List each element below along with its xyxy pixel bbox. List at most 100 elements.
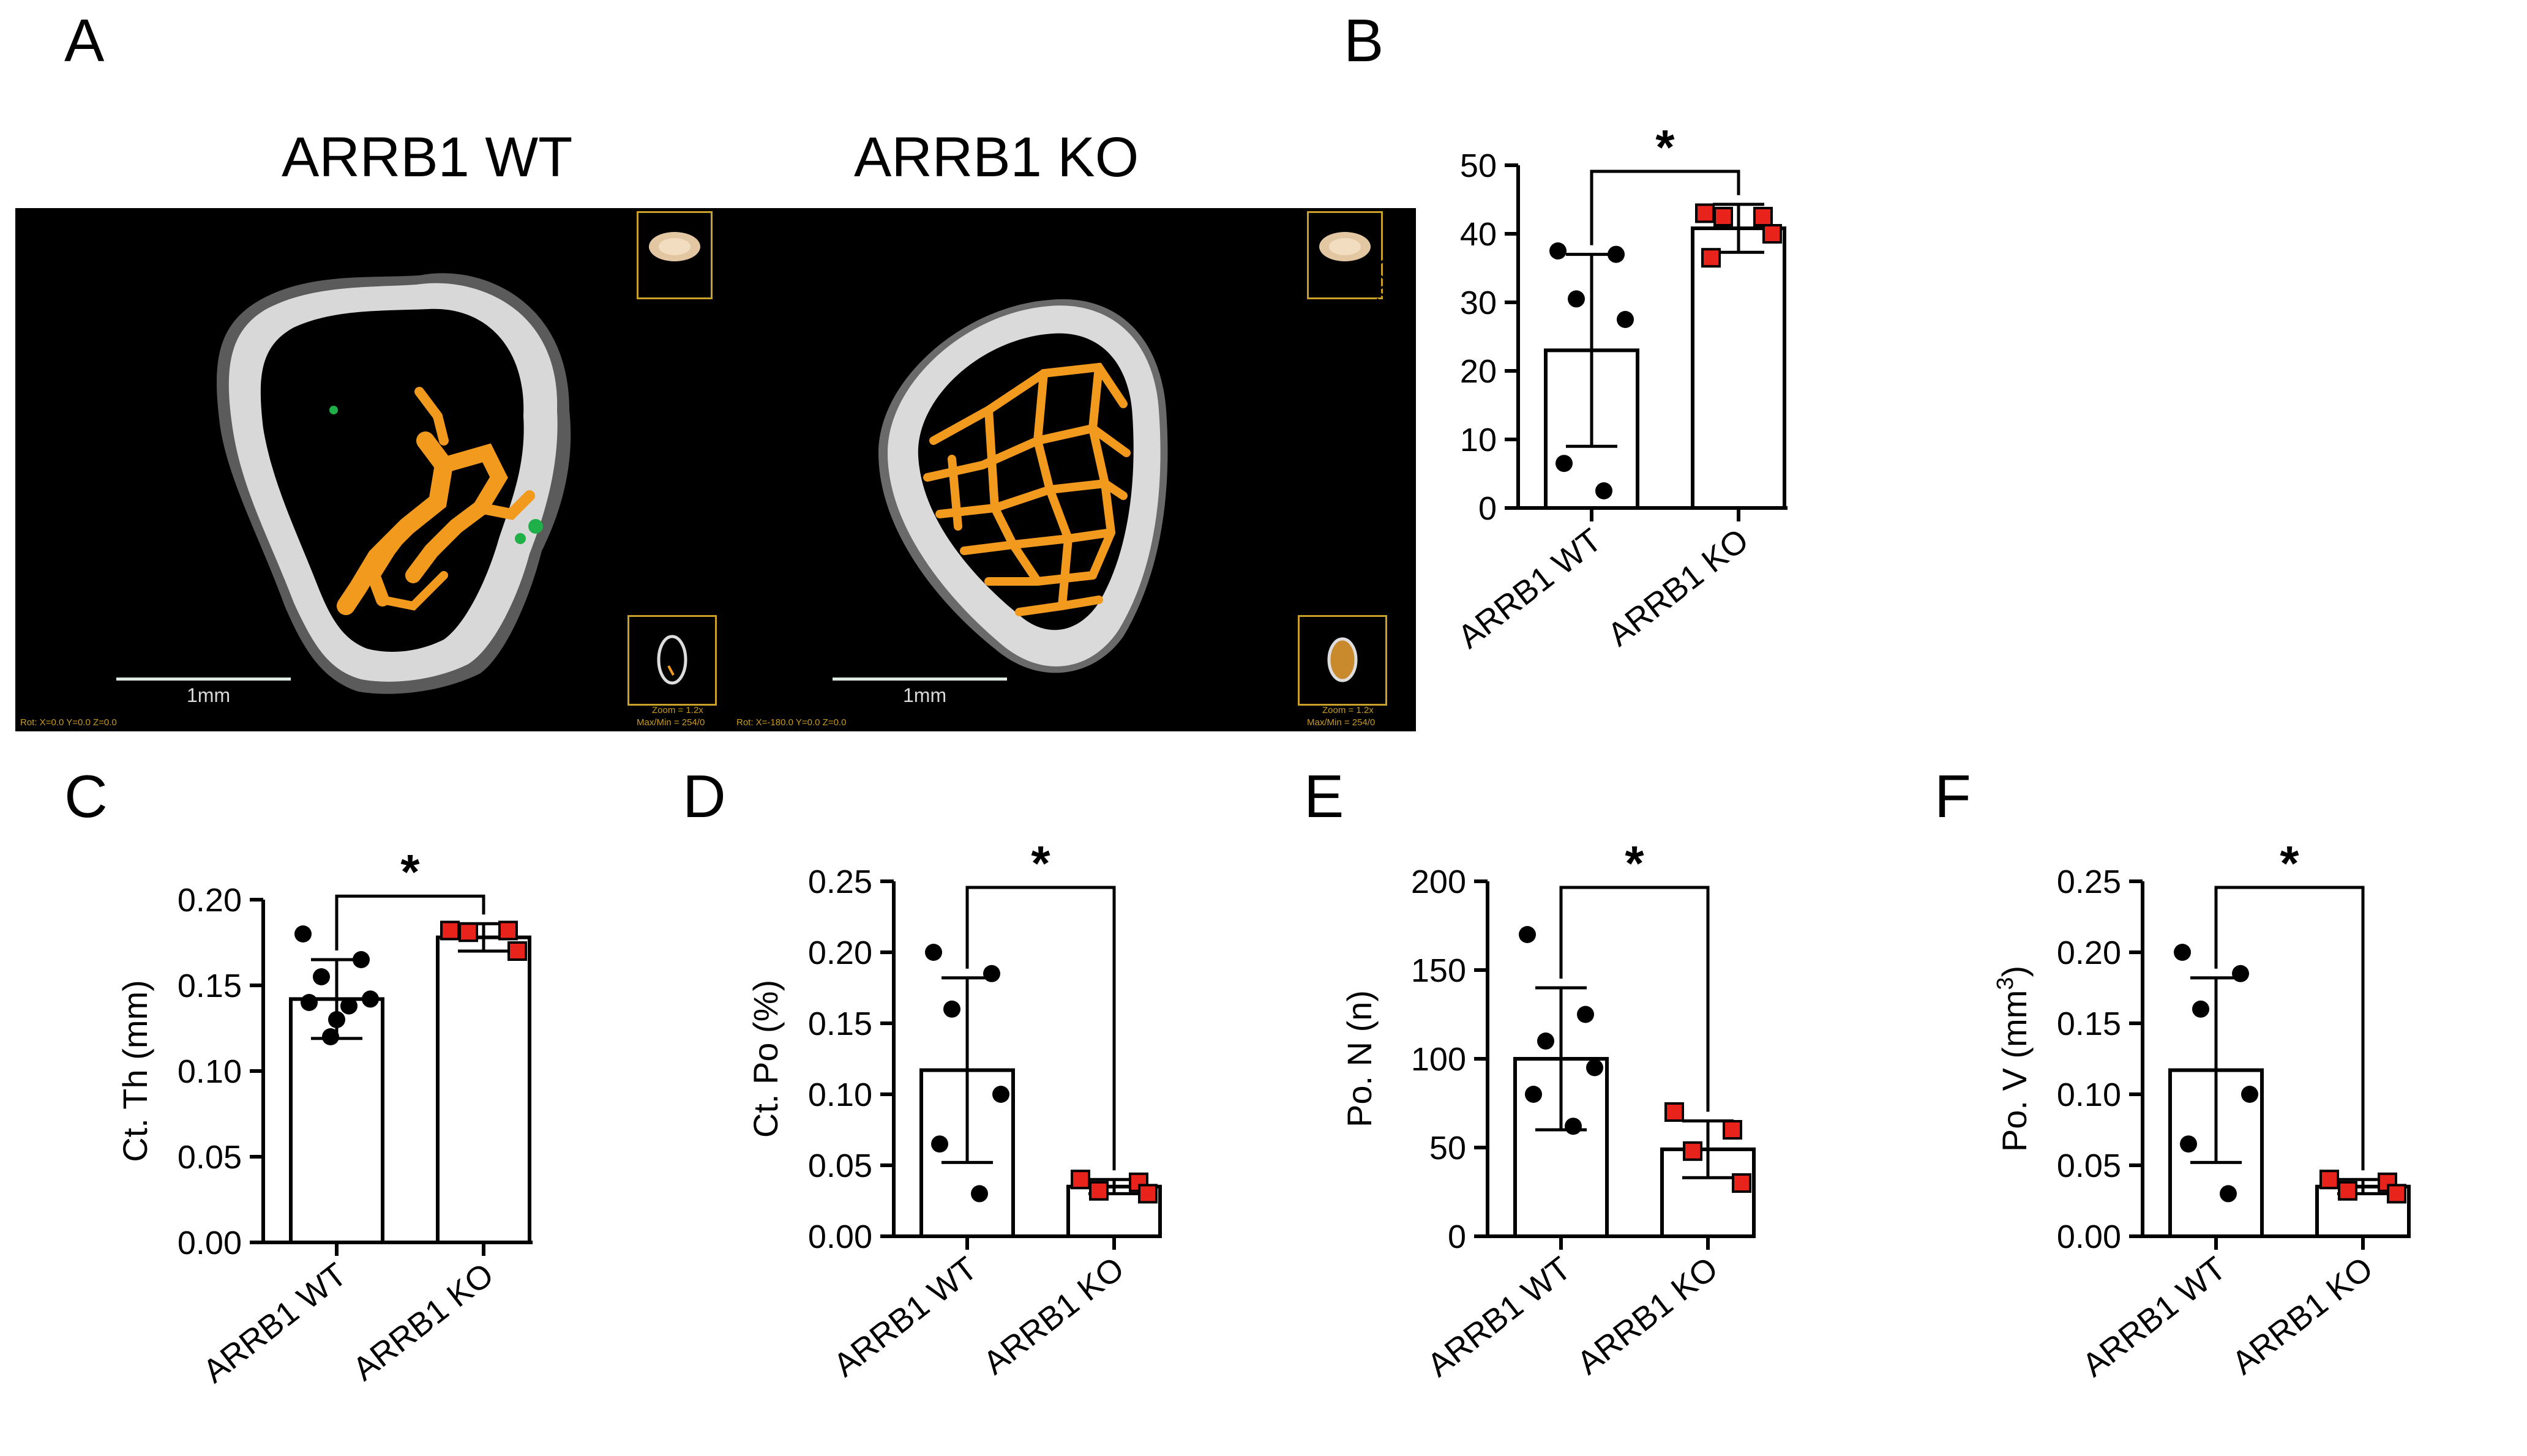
wt-scale-label: 1mm [187,684,231,706]
chart-ct-po: 0.00 0.05 0.10 0.15 0.20 0.25 Ct. Po (%) ARRB1 … [746,836,1162,1384]
wt-rotation-readout: Rot: X=0.0 Y=0.0 Z=0.0 [20,717,117,728]
chart-f-point-wt [2232,965,2249,982]
chart-e-point-wt [1565,1118,1582,1135]
chart-b-y-tick-label: 40 [1460,216,1497,253]
chart-e-point-ko [1664,1102,1684,1122]
chart-b-bar-ko [1691,226,1786,510]
chart-c-point-ko [440,920,460,941]
chart-c-category-label: ARRB1 KO [346,1256,500,1387]
chart-c-point-wt [362,990,379,1008]
chart-e-y-tick-label: 50 [1429,1130,1466,1167]
panel-letter-b: B [1344,7,1384,74]
chart-c-y-tick-label: 0.10 [178,1053,242,1090]
chart-e-point-ko [1723,1120,1742,1140]
wt-orientation-inset-top [637,211,713,299]
chart-b-y-tick-label: 20 [1460,353,1497,390]
chart-f-point-wt [2174,944,2191,961]
chart-e-y-axis-label: Po. N (n) [1340,990,1379,1127]
chart-b-point-wt [1568,290,1585,308]
wt-trabecular-network [337,387,535,615]
chart-d-category-label: ARRB1 KO [976,1250,1131,1381]
chart-e-point-wt [1537,1032,1554,1050]
ko-zoom-readout: Zoom = 1.2x [1322,705,1374,715]
chart-c-point-wt [353,951,370,968]
panel-letter-f: F [1934,763,1971,830]
chart-f-point-wt [2241,1086,2258,1103]
chart-ct-th: 0.00 0.05 0.10 0.15 0.20 Ct. Th (mm) ARRB1 WTA… [116,845,533,1390]
chart-f-point-wt [2180,1135,2197,1153]
wt-zoom-readout: Zoom = 1.2x [652,705,703,715]
chart-c-significance-bracket [335,894,485,950]
chart-f-point-ko [2319,1170,2339,1190]
chart-b-point-ko [1695,203,1715,223]
chart-b-point-wt [1556,455,1573,472]
chart-e-point-wt [1577,1006,1594,1023]
ko-orientation-inset-top [1307,211,1383,299]
chart-e-significance-bracket [1559,886,1710,1112]
wt-image-title: ARRB1 WT [282,126,573,189]
chart-b-point-ko [1762,224,1782,244]
chart-b-point-ko [1753,207,1773,226]
chart-d-y-axis-label: Ct. Po (%) [746,980,785,1138]
chart-d-point-ko [1138,1184,1158,1204]
chart-c-point-ko [507,941,527,961]
panel-letter-e: E [1304,763,1344,830]
chart-d-point-ko [1089,1181,1109,1201]
chart-b-y-tick-label: 50 [1460,147,1497,184]
chart-f-point-wt [2220,1185,2237,1203]
chart-b-category-label: ARRB1 WT [1451,521,1609,655]
chart-e-point-wt [1525,1086,1542,1103]
chart-b-point-wt [1608,245,1625,263]
chart-d-point-ko [1071,1170,1090,1190]
chart-f-point-ko [2387,1184,2406,1204]
chart-f-y-tick-label: 0.00 [2057,1219,2121,1255]
chart-f-point-ko [2338,1181,2357,1201]
chart-b-point-ko [1701,248,1721,268]
chart-c-y-tick-label: 0.00 [178,1225,242,1261]
chart-po-v: 0.00 0.05 0.10 0.15 0.20 0.25 Po. V (mm3) ARRB1… [1993,836,2411,1384]
chart-e-point-wt [1519,926,1536,943]
chart-d-point-wt [992,1086,1009,1103]
ko-rotation-readout: Rot: X=-180.0 Y=0.0 Z=0.0 [736,717,847,728]
chart-c-point-wt [322,1028,339,1045]
chart-b-point-wt [1549,242,1567,259]
chart-f-significance-bracket [2214,886,2365,1171]
wt-scale-bar [116,678,291,681]
chart-f-category-label: ARRB1 KO [2225,1250,2379,1381]
chart-f-point-wt [2192,1000,2209,1018]
chart-f-y-tick-label: 0.10 [2057,1077,2121,1113]
chart-c-point-wt [294,925,312,943]
chart-c-category-label: ARRB1 WT [197,1256,354,1390]
chart-e-point-ko [1732,1173,1751,1193]
ko-scale-label: 1mm [903,684,947,706]
chart-f-significance-star: * [2280,836,2299,890]
chart-f-y-tick-label: 0.05 [2057,1148,2121,1184]
chart-d-point-wt [983,965,1000,982]
panel-letter-a: A [64,7,105,74]
chart-b-significance-bracket [1590,170,1740,245]
ko-trabecular-network [923,362,1131,616]
chart-e-point-ko [1683,1141,1702,1161]
chart-c-point-wt [328,1011,345,1028]
chart-c-bar-ko [436,935,531,1244]
wt-bone-cross-section [216,273,571,694]
chart-d-point-wt [925,944,942,961]
chart-f-y-tick-label: 0.20 [2057,935,2121,971]
chart-f-y-tick-label: 0.25 [2057,864,2121,900]
chart-e-y-tick-label: 200 [1411,864,1466,900]
chart-f-y-axis-label: Po. V (mm3) [1993,966,2034,1152]
chart-b-y-axis-label: BV/TV (%) [1371,256,1409,417]
chart-d-significance-bracket [965,886,1116,1171]
chart-c-significance-star: * [400,845,420,899]
chart-b-point-wt [1617,311,1634,328]
chart-f-category-label: ARRB1 WT [2076,1250,2233,1384]
chart-e-y-tick-label: 0 [1448,1219,1466,1255]
chart-e-category-label: ARRB1 WT [1421,1250,1578,1384]
wt-microct-image: 1mm Zoom = 1.2x Max/Min = 254/0 Rot: X=0… [15,208,732,731]
chart-d-y-tick-label: 0.20 [808,935,872,971]
chart-d-point-wt [943,1000,960,1018]
chart-d-y-tick-label: 0.00 [808,1219,872,1255]
ko-bone-cross-section [878,299,1168,673]
